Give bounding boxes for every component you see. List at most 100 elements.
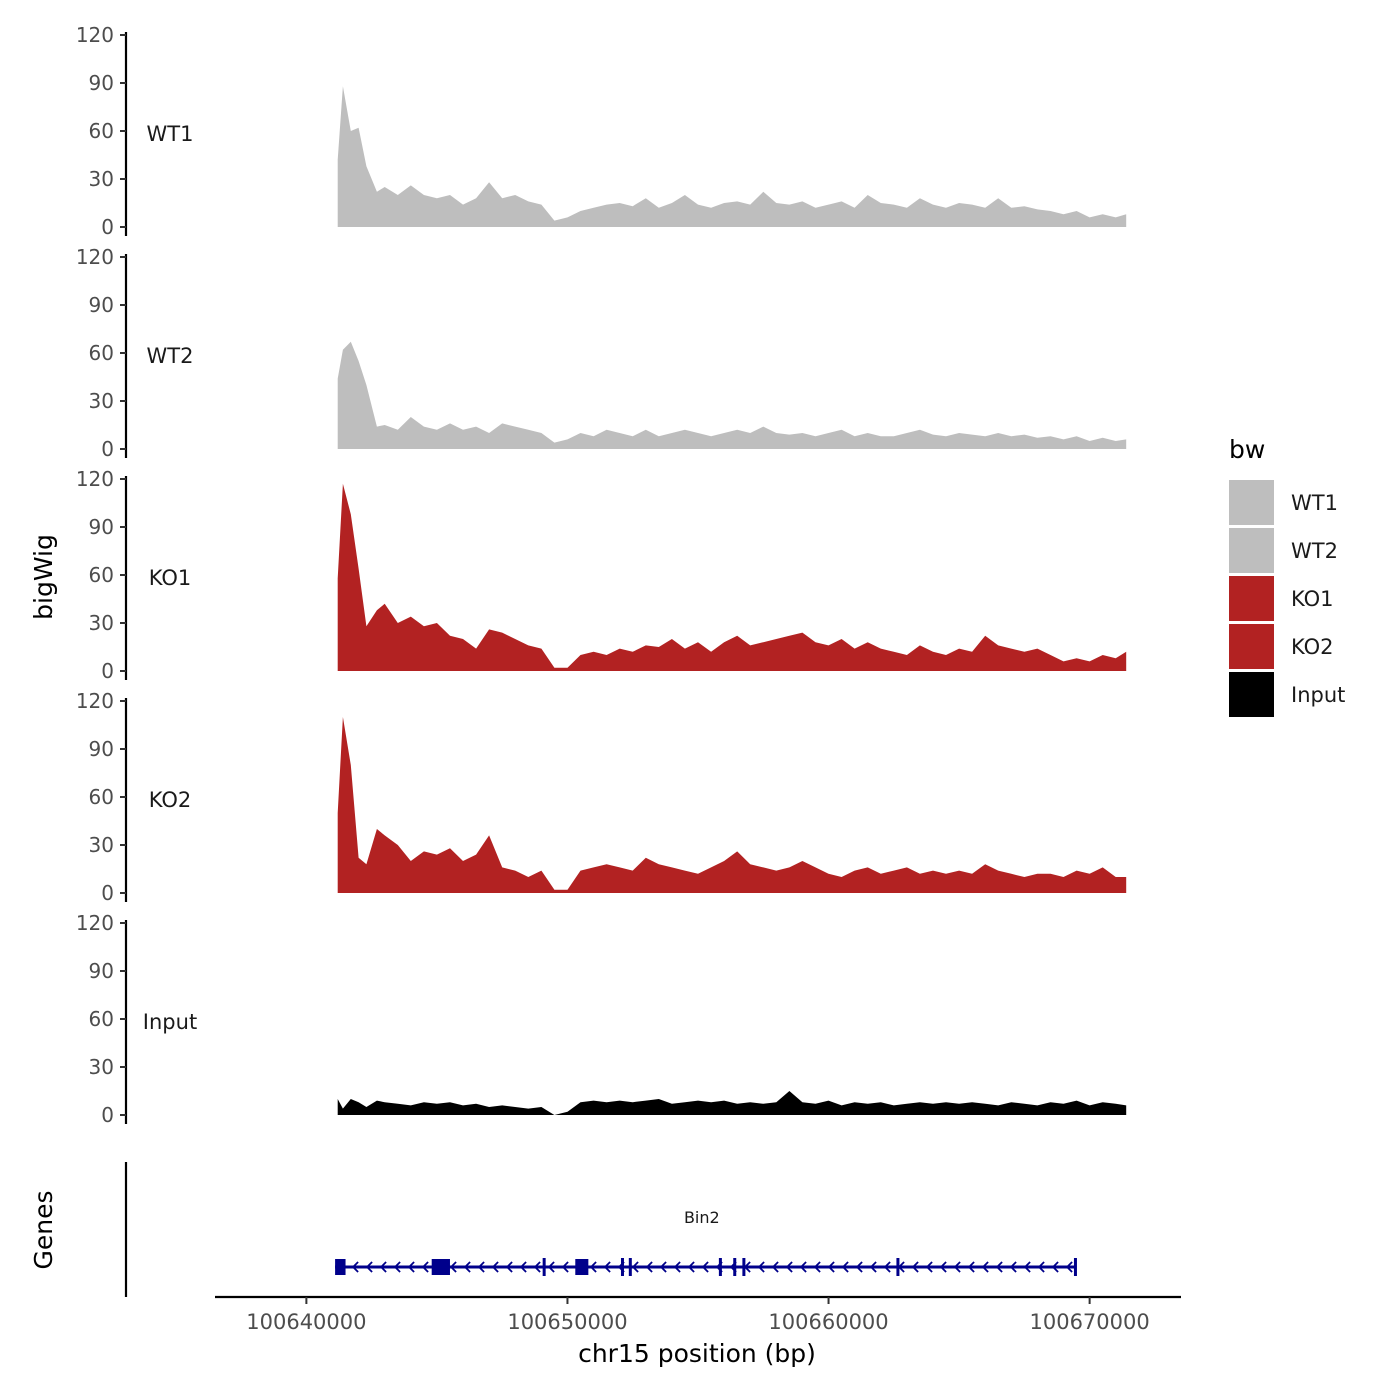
- x-tick-label: 100640000: [246, 1310, 366, 1334]
- strand-arrow: [547, 1261, 555, 1273]
- legend-key-wt2: [1229, 528, 1274, 573]
- strand-arrow: [673, 1261, 681, 1273]
- track-ko2: 0 30 60 90 120 KO2: [76, 689, 1127, 905]
- x-tick-label: 100660000: [768, 1310, 888, 1334]
- legend-label-ko1: KO1: [1291, 587, 1334, 611]
- legend: bw WT1 WT2 KO1 KO2 Input: [1229, 435, 1345, 717]
- y-tick-label: 90: [89, 959, 114, 983]
- legend-title: bw: [1229, 435, 1265, 464]
- strand-arrow: [813, 1261, 821, 1273]
- exon: [896, 1258, 900, 1276]
- y-tick-label: 90: [89, 71, 114, 95]
- legend-label-input: Input: [1291, 683, 1345, 707]
- strand-arrow: [981, 1261, 989, 1273]
- y-tick-label: 60: [89, 563, 114, 587]
- strand-arrow: [687, 1261, 695, 1273]
- y-tick-label: 90: [89, 515, 114, 539]
- strand-arrow: [939, 1261, 947, 1273]
- strand-arrow: [701, 1261, 709, 1273]
- strand-arrow: [855, 1261, 863, 1273]
- x-tick-label: 100650000: [507, 1310, 627, 1334]
- strand-arrow: [631, 1261, 639, 1273]
- exon: [718, 1258, 722, 1276]
- strand-arrow: [533, 1261, 541, 1273]
- y-tick-label: 60: [89, 119, 114, 143]
- exon: [742, 1258, 746, 1276]
- y-tick-label: 120: [76, 467, 114, 491]
- strand-arrow: [407, 1261, 415, 1273]
- track-label-wt1: WT1: [147, 122, 194, 146]
- gene-bin2: Bin2: [335, 1208, 1077, 1276]
- track-input: 0 30 60 90 120 Input: [76, 911, 1127, 1127]
- y-tick-label: 30: [89, 167, 114, 191]
- y-tick-label: 60: [89, 341, 114, 365]
- strand-arrow: [827, 1261, 835, 1273]
- y-tick-label: 30: [89, 389, 114, 413]
- strand-arrow: [953, 1261, 961, 1273]
- exon: [335, 1259, 346, 1275]
- genes-panel: Bin2: [124, 1162, 1077, 1297]
- area-input: [337, 1091, 1127, 1115]
- area-wt1: [337, 86, 1127, 227]
- strand-arrow: [379, 1261, 387, 1273]
- y-tick-label: 0: [101, 215, 114, 239]
- strand-arrow: [995, 1261, 1003, 1273]
- track-wt2: 0 30 60 90 120 WT2: [76, 245, 1127, 461]
- area-wt2: [337, 341, 1127, 449]
- y-tick-label: 90: [89, 293, 114, 317]
- strand-arrow: [1065, 1261, 1073, 1273]
- y-tick-label: 0: [101, 659, 114, 683]
- track-wt1: 0 30 60 90 120 WT1: [76, 23, 1127, 239]
- strand-arrow: [659, 1261, 667, 1273]
- track-label-ko2: KO2: [149, 788, 192, 812]
- track-label-input: Input: [143, 1010, 197, 1034]
- strand-arrow: [477, 1261, 485, 1273]
- area-ko1: [337, 483, 1127, 671]
- exon: [431, 1259, 450, 1275]
- strand-arrow: [365, 1261, 373, 1273]
- y-tick-label: 120: [76, 245, 114, 269]
- strand-arrow: [1051, 1261, 1059, 1273]
- exon: [542, 1258, 546, 1276]
- strand-arrow: [771, 1261, 779, 1273]
- y-tick-label: 60: [89, 1007, 114, 1031]
- strand-arrow: [911, 1261, 919, 1273]
- y-tick-label: 30: [89, 1055, 114, 1079]
- strand-arrow: [883, 1261, 891, 1273]
- strand-arrow: [519, 1261, 527, 1273]
- strand-arrow: [393, 1261, 401, 1273]
- y-tick-label: 0: [101, 437, 114, 461]
- strand-arrow: [589, 1261, 597, 1273]
- gene-label: Bin2: [684, 1208, 720, 1227]
- x-tick-label: 100670000: [1029, 1310, 1149, 1334]
- strand-arrow: [645, 1261, 653, 1273]
- strand-arrow: [757, 1261, 765, 1273]
- legend-key-input: [1229, 672, 1274, 717]
- legend-key-wt1: [1229, 480, 1274, 525]
- legend-key-ko2: [1229, 624, 1274, 669]
- x-axis-title: chr15 position (bp): [578, 1339, 816, 1368]
- y-tick-label: 120: [76, 689, 114, 713]
- strand-arrow: [421, 1261, 429, 1273]
- strand-arrow: [463, 1261, 471, 1273]
- y-tick-label: 120: [76, 23, 114, 47]
- signal-tracks: 0306090120WT10306090120WT20306090120KO10…: [76, 23, 1127, 1127]
- track-ko1: 0 30 60 90 120 KO1: [76, 467, 1127, 683]
- strand-arrow: [491, 1261, 499, 1273]
- exon: [628, 1258, 632, 1276]
- strand-arrow: [925, 1261, 933, 1273]
- track-label-ko1: KO1: [149, 566, 192, 590]
- strand-arrow: [505, 1261, 513, 1273]
- strand-arrow: [841, 1261, 849, 1273]
- strand-arrow: [561, 1261, 569, 1273]
- legend-key-ko1: [1229, 576, 1274, 621]
- area-ko2: [337, 717, 1127, 893]
- y-tick-label: 120: [76, 911, 114, 935]
- exon: [620, 1258, 624, 1276]
- legend-label-wt1: WT1: [1291, 491, 1338, 515]
- y-tick-label: 0: [101, 881, 114, 905]
- legend-label-ko2: KO2: [1291, 635, 1334, 659]
- legend-label-wt2: WT2: [1291, 539, 1338, 563]
- x-axis: 100640000 100650000 100660000 100670000: [215, 1295, 1181, 1334]
